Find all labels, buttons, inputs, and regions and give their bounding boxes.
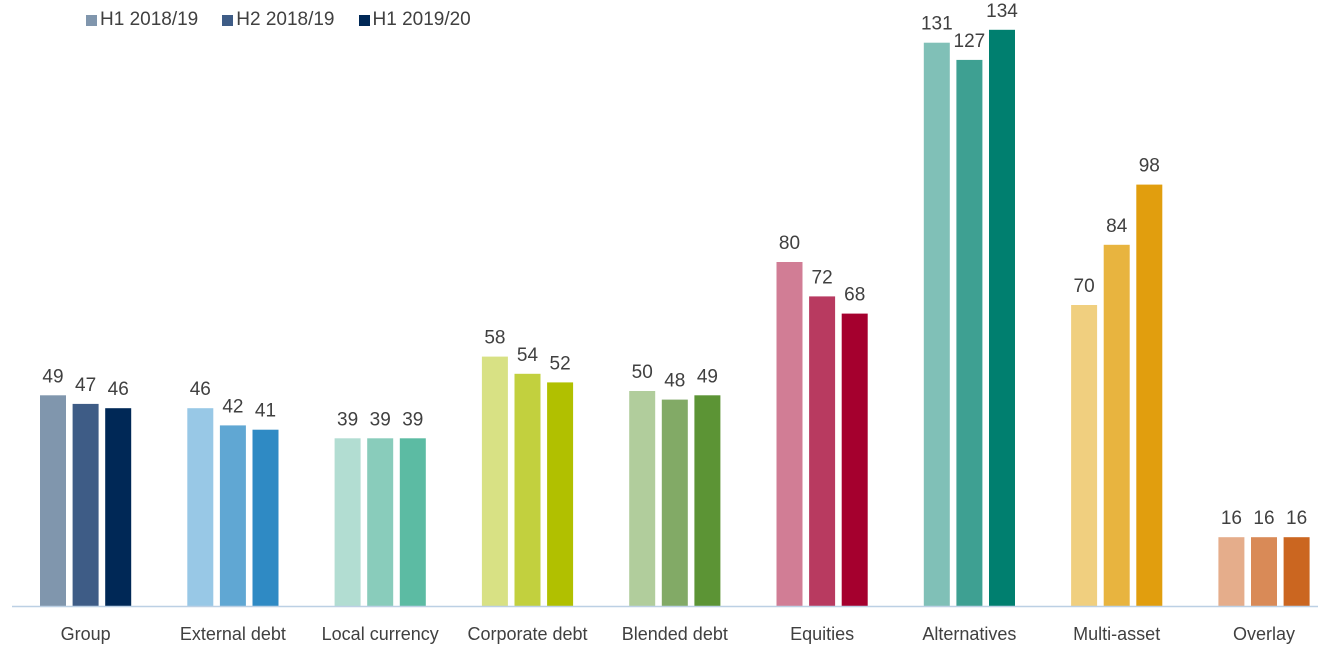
- legend-item-h2-2018-19: H2 2018/19: [222, 9, 335, 31]
- category-label: Equities: [790, 624, 854, 644]
- legend-swatch: [358, 14, 370, 26]
- bar: [1283, 537, 1310, 606]
- data-label: 41: [255, 401, 276, 422]
- data-label: 131: [921, 14, 953, 35]
- bar: [661, 399, 688, 606]
- data-label: 68: [844, 285, 865, 306]
- data-label: 52: [550, 353, 571, 374]
- data-label: 39: [337, 409, 358, 430]
- data-label: 47: [75, 375, 96, 396]
- legend-label: H2 2018/19: [236, 9, 335, 30]
- category-label: Multi-asset: [1073, 624, 1160, 644]
- bar: [694, 395, 721, 606]
- category-label: Corporate debt: [467, 624, 587, 644]
- bar: [629, 391, 656, 606]
- legend-label: H1 2018/19: [100, 9, 199, 30]
- category-label: Overlay: [1233, 624, 1295, 644]
- category-label: Blended debt: [622, 624, 728, 644]
- legend-swatch: [222, 14, 234, 26]
- bar: [105, 408, 132, 606]
- bar: [514, 373, 541, 606]
- data-label: 49: [697, 366, 718, 387]
- category-label: Alternatives: [922, 624, 1016, 644]
- category-label: Local currency: [322, 624, 439, 644]
- legend-item-h1-2018-19: H1 2018/19: [86, 9, 198, 31]
- data-label: 54: [517, 345, 539, 366]
- bar: [923, 42, 950, 606]
- data-label: 39: [402, 409, 423, 430]
- data-label: 46: [108, 379, 129, 400]
- bar: [187, 408, 214, 606]
- bar: [334, 438, 361, 606]
- bar: [547, 382, 574, 606]
- bar: [1251, 537, 1277, 606]
- bar: [40, 395, 66, 606]
- bar: [481, 356, 508, 606]
- bar: [367, 438, 394, 606]
- data-label: 16: [1221, 508, 1242, 529]
- data-label: 42: [222, 396, 243, 417]
- legend: H1 2018/19 H2 2018/19 H1 2019/20: [86, 9, 471, 31]
- bar: [841, 313, 868, 606]
- data-label: 46: [190, 379, 211, 400]
- bar: [252, 429, 279, 606]
- bar: [1218, 537, 1245, 606]
- data-label: 39: [370, 409, 391, 430]
- data-label: 98: [1139, 156, 1160, 177]
- bar: [399, 438, 426, 606]
- category-label: External debt: [180, 624, 286, 644]
- data-label: 50: [632, 362, 653, 383]
- data-label: 70: [1074, 276, 1095, 297]
- data-label: 49: [42, 366, 63, 387]
- category-label: Group: [61, 624, 111, 644]
- data-label: 58: [484, 328, 505, 349]
- data-label: 84: [1106, 216, 1128, 237]
- data-label: 80: [779, 233, 800, 254]
- legend-item-h1-2019-20: H1 2019/20: [358, 9, 471, 31]
- data-label: 16: [1253, 508, 1274, 529]
- data-label: 16: [1286, 508, 1307, 529]
- bar: [1103, 244, 1130, 607]
- bar: [1071, 305, 1098, 606]
- data-label: 134: [986, 1, 1018, 22]
- bar: [956, 59, 983, 606]
- bar: [776, 262, 803, 606]
- bar: [72, 403, 99, 606]
- bar: [989, 29, 1015, 607]
- bar: [219, 425, 246, 606]
- data-label: 127: [954, 31, 986, 52]
- legend-swatch: [86, 14, 97, 26]
- data-label: 72: [812, 267, 833, 288]
- legend-label: H1 2019/20: [372, 9, 471, 30]
- bar: [809, 296, 836, 606]
- data-label: 48: [664, 371, 685, 392]
- bar: [1136, 184, 1163, 606]
